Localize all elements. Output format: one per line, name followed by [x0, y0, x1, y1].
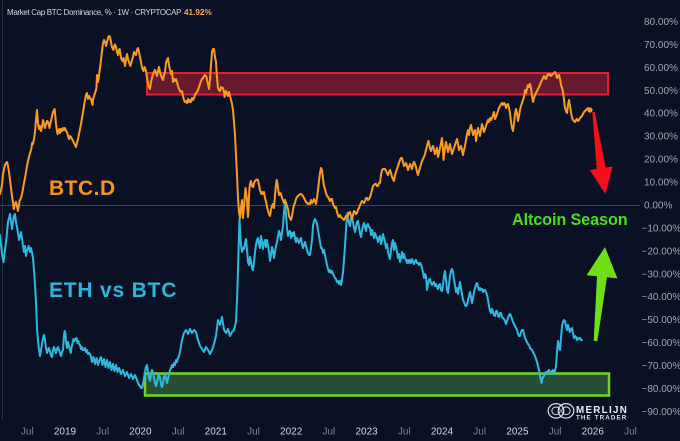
svg-text:2024: 2024	[431, 427, 454, 438]
svg-text:−10.00%: −10.00%	[642, 223, 680, 234]
svg-text:Jul: Jul	[398, 427, 411, 438]
svg-text:Jul: Jul	[172, 427, 185, 438]
svg-text:−90.00%: −90.00%	[642, 407, 680, 418]
svg-text:2020: 2020	[129, 427, 152, 438]
svg-text:60.00%: 60.00%	[644, 63, 678, 74]
svg-text:2026: 2026	[582, 427, 605, 438]
svg-text:2021: 2021	[205, 427, 228, 438]
svg-text:Altcoin Season: Altcoin Season	[512, 211, 628, 229]
svg-text:Jul: Jul	[624, 427, 637, 438]
svg-text:0.00%: 0.00%	[644, 201, 672, 212]
svg-text:20.00%: 20.00%	[644, 155, 678, 166]
svg-text:Market Cap BTC Dominance, % ·: Market Cap BTC Dominance, % · 1W · CRYPT…	[7, 8, 181, 17]
svg-text:70.00%: 70.00%	[644, 40, 678, 51]
svg-text:30.00%: 30.00%	[644, 132, 678, 143]
svg-text:ETH vs BTC: ETH vs BTC	[49, 279, 177, 302]
svg-text:Jul: Jul	[96, 427, 109, 438]
svg-text:Jul: Jul	[21, 427, 34, 438]
svg-text:−80.00%: −80.00%	[642, 384, 680, 395]
svg-text:−40.00%: −40.00%	[642, 292, 680, 303]
svg-text:BTC.D: BTC.D	[49, 177, 116, 200]
svg-text:41.92%: 41.92%	[184, 8, 212, 17]
svg-text:2025: 2025	[506, 427, 529, 438]
svg-text:Jul: Jul	[247, 427, 260, 438]
svg-text:−50.00%: −50.00%	[642, 315, 680, 326]
svg-text:10.00%: 10.00%	[644, 178, 678, 189]
svg-text:2023: 2023	[355, 427, 378, 438]
svg-text:−60.00%: −60.00%	[642, 338, 680, 349]
svg-text:−70.00%: −70.00%	[642, 361, 680, 372]
svg-text:−30.00%: −30.00%	[642, 269, 680, 280]
svg-text:40.00%: 40.00%	[644, 109, 678, 120]
svg-text:2019: 2019	[54, 427, 77, 438]
svg-text:THE TRADER: THE TRADER	[576, 415, 627, 422]
svg-text:2022: 2022	[280, 427, 303, 438]
svg-text:50.00%: 50.00%	[644, 86, 678, 97]
svg-text:Jul: Jul	[473, 427, 486, 438]
svg-text:−20.00%: −20.00%	[642, 246, 680, 257]
svg-text:80.00%: 80.00%	[644, 17, 678, 28]
svg-text:Jul: Jul	[549, 427, 562, 438]
svg-text:MERLIJN: MERLIJN	[576, 405, 628, 416]
svg-text:Jul: Jul	[323, 427, 336, 438]
